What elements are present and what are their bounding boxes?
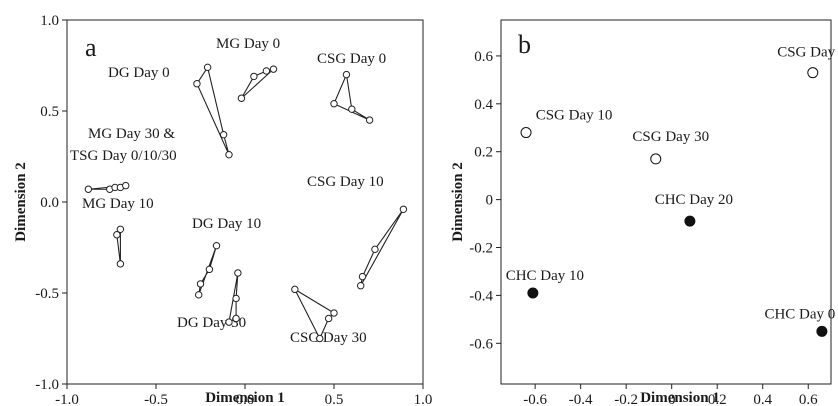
panel-b-y-ticks: -0.6 -0.4 -0.2 0 0.2 0.4 0.6 [469, 49, 501, 352]
label-csg-day-30: CSG Day 30 [290, 330, 367, 346]
data-point-dg-day-10 [212, 241, 221, 250]
group-outline-dg-day-0 [196, 65, 230, 155]
data-point-dg-day-30 [232, 294, 240, 303]
data-point-dg-day-10 [196, 280, 205, 288]
label-csg-day-10: CSG Day 10 [307, 174, 384, 190]
data-point-mg-day-10 [116, 260, 125, 268]
label-chc-day-10: CHC Day 10 [506, 268, 584, 284]
data-point-chc-day-20 [684, 215, 696, 227]
panel-a: Dimension 1 Dimension 2 a MG Day 0 DG Da… [13, 13, 432, 406]
panel-a-x-tick-label: 0.0 [236, 392, 255, 406]
data-point-csg-day-10 [357, 282, 365, 290]
data-point-csg-day-10 [399, 205, 408, 213]
panel-b-x-tick-label: -0.2 [614, 392, 638, 406]
panel-a-y-tick-label: 0.0 [40, 195, 59, 211]
panel-b-y-tick-label: 0.6 [474, 49, 493, 65]
data-point-dg-day-0 [193, 80, 201, 88]
label-mg-day-0: MG Day 0 [216, 36, 280, 52]
panel-a-y-tick-label: 0.5 [40, 104, 59, 120]
panel-b-y-tick-label: -0.4 [469, 288, 493, 304]
data-point-csg-day-10 [358, 272, 367, 281]
label-csg-day-0: CSG Day 0 [777, 45, 838, 61]
data-point-csg-day-10 [520, 127, 532, 139]
panel-b-marks: CSG Day 0 CSG Day 10 CSG Day 30 CHC Day 20 C… [506, 45, 838, 337]
panel-b-y-tick-label: 0.2 [474, 145, 493, 161]
panel-a-x-tick-label: 1.0 [414, 392, 433, 406]
data-point-csg-day-30 [291, 285, 299, 294]
panel-b-plot-frame [500, 19, 832, 385]
panel-b-x-tick-label: 0.4 [753, 392, 772, 406]
data-point-dg-day-30 [225, 318, 233, 326]
label-csg-day-30: CSG Day 30 [632, 129, 709, 145]
data-point-dg-day-0 [225, 150, 233, 159]
panel-b-y-tick-label: 0 [486, 193, 494, 209]
data-point-csg-day-30 [316, 334, 324, 343]
label-mg-day-30: MG Day 30 & [88, 126, 175, 142]
data-point-dg-day-30 [234, 269, 242, 277]
data-point-csg-day-10 [371, 245, 379, 254]
panel-b-y-tick-label: -0.2 [469, 241, 493, 257]
panel-a-y-ticks: -1.0 -0.5 0.0 0.5 1.0 [35, 13, 67, 393]
panel-a-letter: a [85, 33, 97, 62]
panel-b-x-tick-label: -0.6 [523, 392, 547, 406]
group-outline-csg-day-0 [333, 72, 370, 121]
panel-a-marks [84, 63, 408, 343]
panel-b-x-ticks: -0.6 -0.4 -0.2 0 0.2 0.4 0.6 [523, 384, 818, 406]
data-point-csg-day-0 [330, 100, 338, 108]
label-dg-day-10: DG Day 10 [192, 216, 261, 232]
panel-b-y-tick-label: -0.6 [469, 336, 493, 352]
label-tsg-day-0-10-30: TSG Day 0/10/30 [70, 148, 177, 164]
panel-b-y-tick-label: 0.4 [474, 97, 493, 113]
panel-a-x-tick-label: -0.5 [144, 392, 168, 406]
data-point-csg-day-0 [348, 105, 356, 113]
data-point-csg-day-0 [807, 67, 819, 79]
panel-a-y-tick-label: -0.5 [35, 286, 59, 302]
data-point-dg-day-0 [203, 63, 212, 72]
panel-b-letter: b [518, 30, 531, 59]
data-point-csg-day-30 [330, 309, 338, 317]
data-point-chc-day-10 [527, 287, 539, 299]
data-point-dg-day-0 [219, 130, 228, 139]
data-point-dg-day-10 [195, 291, 203, 299]
panel-b-x-tick-label: -0.4 [569, 392, 593, 406]
label-csg-day-0: CSG Day 0 [317, 51, 386, 67]
panel-a-y-tick-label: 1.0 [40, 13, 59, 29]
panel-a-y-tick-label: -1.0 [35, 377, 59, 393]
panel-a-x-axis-title: Dimension 1 [205, 390, 285, 406]
data-point-mg-day-10 [116, 225, 125, 234]
panel-a-x-tick-label: -1.0 [55, 392, 79, 406]
data-point-csg-day-0 [365, 116, 374, 124]
data-point-dg-day-30 [232, 314, 240, 323]
panel-a-y-axis-title: Dimension 2 [13, 162, 29, 242]
data-point-mg-day-10 [113, 231, 121, 239]
label-mg-day-10: MG Day 10 [82, 196, 154, 212]
panel-b: Dimension 1 Dimension 2 b -0.6 -0.4 -0.2 0 0… [450, 19, 838, 406]
label-chc-day-20: CHC Day 20 [655, 192, 733, 208]
data-point-csg-day-30 [324, 314, 333, 323]
label-chc-day-0: CHC Day 0 [764, 306, 835, 322]
data-point-mg-day-0 [269, 65, 278, 73]
label-dg-day-0: DG Day 0 [108, 65, 170, 81]
data-point-csg-day-30 [650, 153, 662, 165]
data-point-mg-day-30-tsg-day-0-10-30 [122, 181, 130, 190]
panel-b-x-axis-title: Dimension 1 [640, 390, 720, 406]
panel-b-x-tick-label: 0.2 [708, 392, 727, 406]
group-outline-csg-day-10 [360, 208, 404, 286]
panel-b-y-axis-title: Dimension 2 [450, 162, 466, 242]
data-point-mg-day-0 [250, 72, 258, 81]
data-point-dg-day-10 [205, 265, 214, 274]
label-csg-day-10: CSG Day 10 [536, 108, 613, 124]
data-point-csg-day-0 [342, 70, 351, 79]
panel-a-x-tick-label: 0.5 [325, 392, 344, 406]
panel-b-x-tick-label: 0.6 [799, 392, 818, 406]
data-point-mg-day-0 [262, 67, 271, 75]
data-point-mg-day-30-tsg-day-0-10-30 [84, 185, 93, 193]
panel-a-x-ticks: -1.0 -0.5 0.0 0.5 1.0 [55, 384, 432, 406]
panel-b-x-tick-label: 0 [668, 392, 676, 406]
data-point-mg-day-0 [237, 94, 246, 102]
data-point-chc-day-0 [816, 325, 828, 337]
